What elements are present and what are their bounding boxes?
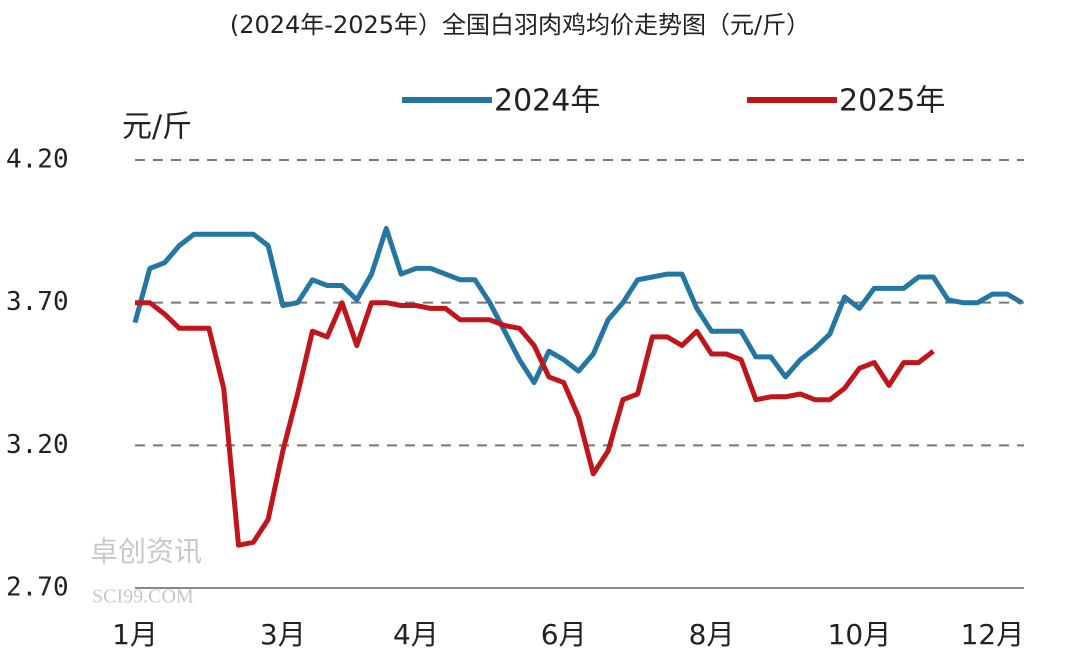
y-tick-label: 3.20 [6,430,69,460]
watermark: 卓创资讯 [90,535,202,568]
x-tick-label: 4月 [393,618,439,651]
x-tick-label: 10月 [828,618,892,651]
x-tick-label: 1月 [112,618,158,651]
chart-title: (2024年-2025年）全国白羽肉鸡均价走势图（元/斤） [230,11,810,39]
y-tick-label: 4.20 [6,145,69,175]
y-axis-label: 元/斤 [122,110,192,145]
y-tick-label: 2.70 [6,573,69,603]
y-tick-label: 3.70 [6,287,69,317]
x-tick-label: 12月 [961,618,1025,651]
x-tick-label: 8月 [689,618,735,651]
legend-label: 2025年 [839,84,945,119]
series-line [132,226,1024,386]
watermark: SCI99.COM [92,586,194,608]
x-tick-label: 6月 [541,618,587,651]
series-line [135,300,935,548]
legend-label: 2024年 [494,84,600,119]
x-tick-label: 3月 [260,618,306,651]
